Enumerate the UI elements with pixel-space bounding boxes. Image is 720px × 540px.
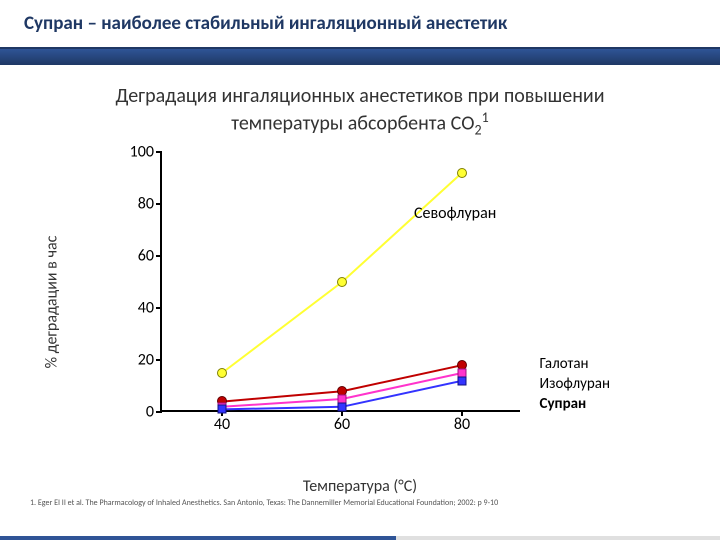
footer-band xyxy=(0,536,720,540)
subtitle-line1: Деградация ингаляционных анестетиков при… xyxy=(115,84,604,108)
y-tick: 100 xyxy=(114,142,154,161)
subtitle-sub: 2 xyxy=(475,122,482,139)
y-tick: 20 xyxy=(114,350,154,369)
subtitle-line2-pre: температуры абсорбента СО xyxy=(231,112,474,136)
header: Супран – наиболее стабильный ингаляционн… xyxy=(0,0,720,43)
x-tick-mark xyxy=(461,410,463,416)
footnote: 1. Eger EI II et al. The Pharmacology of… xyxy=(30,498,690,508)
y-tick-mark xyxy=(156,255,162,257)
series-label-sevo: Севофлуран xyxy=(414,204,496,223)
y-tick-mark xyxy=(156,151,162,153)
x-tick: 40 xyxy=(214,415,230,434)
y-tick-mark xyxy=(156,359,162,361)
subtitle-sup: 1 xyxy=(482,109,489,126)
plot-area: 020406080100406080СевофлуранГалотанИзофл… xyxy=(160,152,520,412)
series-marker xyxy=(338,402,347,411)
x-tick: 80 xyxy=(454,415,470,434)
y-tick-mark xyxy=(156,203,162,205)
x-axis-label: Температура (°C) xyxy=(303,477,417,496)
series-marker xyxy=(217,368,227,378)
header-band xyxy=(0,49,720,65)
legend-item: Изофлуран xyxy=(540,375,610,393)
y-tick: 60 xyxy=(114,246,154,265)
series-marker xyxy=(337,277,347,287)
series-line xyxy=(222,173,462,373)
y-tick: 40 xyxy=(114,298,154,317)
legend-item: Галотан xyxy=(540,355,610,373)
chart: % деградации в час 020406080100406080Сев… xyxy=(110,152,610,452)
x-tick: 60 xyxy=(334,415,350,434)
subtitle: Деградация ингаляционных анестетиков при… xyxy=(0,83,720,140)
legend: Галотан Изофлуран Супран xyxy=(540,355,610,415)
series-marker xyxy=(457,168,467,178)
y-tick-mark xyxy=(156,307,162,309)
series-marker xyxy=(218,405,227,414)
page-title: Супран – наиболее стабильный ингаляционн… xyxy=(24,12,696,35)
y-tick: 0 xyxy=(114,402,154,421)
legend-item: Супран xyxy=(540,395,610,413)
y-tick: 80 xyxy=(114,194,154,213)
series-marker xyxy=(458,376,467,385)
y-axis-label: % деградации в час xyxy=(43,235,62,368)
y-tick-mark xyxy=(156,411,162,413)
